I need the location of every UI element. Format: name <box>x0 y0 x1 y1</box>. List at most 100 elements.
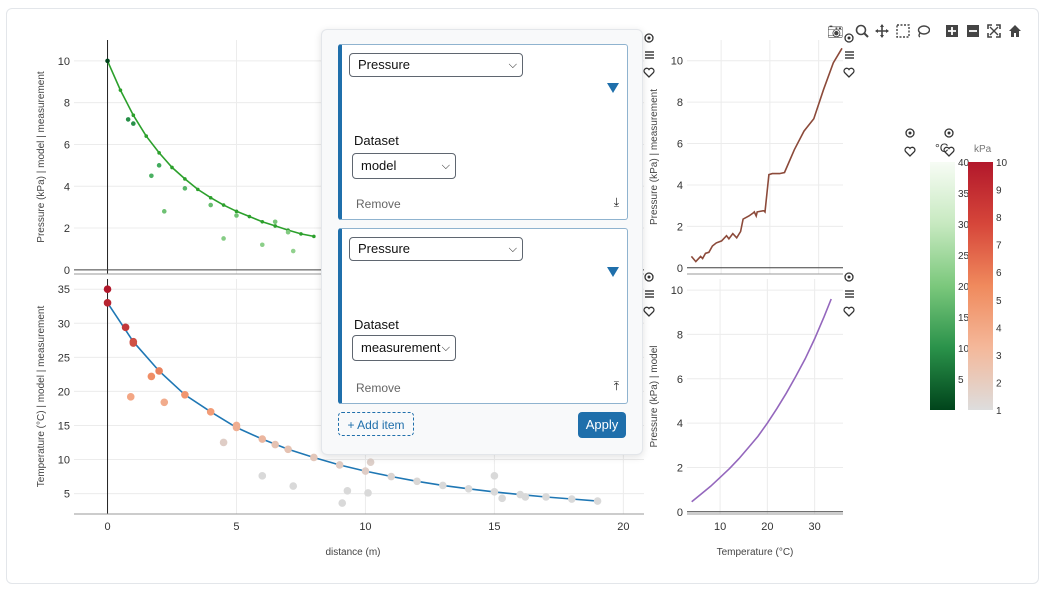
y-tick-label: 10 <box>671 285 683 297</box>
data-point[interactable] <box>147 372 156 381</box>
heart-icon[interactable] <box>643 67 655 78</box>
collapse-triangle-icon[interactable] <box>607 267 619 277</box>
data-point[interactable] <box>103 299 112 307</box>
y-tick-label: 15 <box>58 420 70 432</box>
box-select-icon[interactable] <box>896 24 910 41</box>
home-icon[interactable] <box>1008 24 1022 41</box>
data-point[interactable] <box>234 213 239 218</box>
data-point[interactable] <box>208 202 213 208</box>
data-point[interactable] <box>160 398 169 407</box>
gear-icon[interactable] <box>905 128 915 138</box>
dataset-select[interactable]: measurement ⌵ <box>352 335 456 361</box>
data-point[interactable] <box>258 472 267 480</box>
data-point[interactable] <box>335 461 344 469</box>
list-icon[interactable] <box>645 51 654 59</box>
gear-icon[interactable] <box>644 272 654 282</box>
x-tick-label: 10 <box>714 521 726 533</box>
data-point[interactable] <box>284 445 292 454</box>
gear-icon[interactable] <box>844 33 854 43</box>
move-down-icon[interactable]: ⤓ <box>613 195 619 209</box>
zoom-in-icon[interactable] <box>945 24 959 41</box>
data-point[interactable] <box>155 367 163 375</box>
colorbar-tick-label: 30 <box>958 220 970 231</box>
variable-select[interactable]: Pressure ⌵ <box>349 53 523 77</box>
remove-button[interactable]: Remove <box>356 197 401 211</box>
heart-icon[interactable] <box>643 306 655 317</box>
data-point[interactable] <box>439 481 447 490</box>
data-point[interactable] <box>361 467 370 475</box>
data-point[interactable] <box>542 493 550 501</box>
data-point[interactable] <box>521 493 530 501</box>
series-line[interactable] <box>106 60 315 238</box>
y-axis-title: Temperature (°C) | model | measurement <box>36 306 47 488</box>
list-icon[interactable] <box>845 51 854 59</box>
data-point[interactable] <box>593 497 602 505</box>
data-point[interactable] <box>121 323 130 332</box>
zoom-icon[interactable] <box>855 24 869 41</box>
data-point[interactable] <box>490 488 499 496</box>
data-point[interactable] <box>366 458 375 467</box>
data-point[interactable] <box>490 472 499 480</box>
series-line[interactable] <box>106 302 598 502</box>
data-point[interactable] <box>131 121 136 126</box>
data-point[interactable] <box>129 339 138 347</box>
series-line[interactable] <box>690 47 843 263</box>
data-point[interactable] <box>258 435 267 443</box>
data-point[interactable] <box>464 484 473 493</box>
y-axis-title: Pressure (kPa) | model | measurement <box>36 71 47 243</box>
data-point[interactable] <box>182 186 188 191</box>
data-point[interactable] <box>567 495 576 503</box>
move-up-icon[interactable]: ⤒ <box>613 379 619 393</box>
remove-button[interactable]: Remove <box>356 381 401 395</box>
data-point[interactable] <box>289 482 298 490</box>
data-point[interactable] <box>221 236 226 241</box>
data-point[interactable] <box>271 440 279 449</box>
series-line[interactable] <box>691 298 832 503</box>
data-point[interactable] <box>105 58 110 64</box>
data-point[interactable] <box>126 393 135 401</box>
y-tick-label: 10 <box>58 455 70 467</box>
data-point[interactable] <box>343 487 352 495</box>
heart-icon[interactable] <box>843 67 855 78</box>
dataset-select[interactable]: model ⌵ <box>352 153 456 179</box>
gear-icon[interactable] <box>844 272 854 282</box>
data-point[interactable] <box>206 408 215 416</box>
data-point[interactable] <box>161 209 167 214</box>
data-point[interactable] <box>181 390 189 399</box>
colorbar-tick-label: 5 <box>958 375 964 386</box>
y-tick-label: 0 <box>64 265 70 277</box>
data-point[interactable] <box>156 163 162 168</box>
gear-icon[interactable] <box>944 128 954 138</box>
camera-icon[interactable]: 📷︎ <box>827 24 844 39</box>
data-point[interactable] <box>125 117 131 122</box>
data-point[interactable] <box>232 423 241 432</box>
data-point[interactable] <box>103 285 112 294</box>
data-point[interactable] <box>364 489 372 497</box>
add-item-button[interactable]: + Add item <box>338 412 414 436</box>
heart-icon[interactable] <box>904 146 916 157</box>
lasso-icon[interactable] <box>916 24 931 41</box>
data-point[interactable] <box>285 229 291 235</box>
gear-icon[interactable] <box>644 33 654 43</box>
apply-button[interactable]: Apply <box>578 412 626 438</box>
pan-icon[interactable] <box>875 24 889 41</box>
data-point[interactable] <box>272 219 278 225</box>
data-point[interactable] <box>338 499 347 507</box>
list-icon[interactable] <box>845 290 854 298</box>
data-point[interactable] <box>498 494 506 503</box>
data-point[interactable] <box>413 477 421 486</box>
heart-icon[interactable] <box>943 146 955 157</box>
data-point[interactable] <box>259 242 265 248</box>
data-point[interactable] <box>310 453 318 462</box>
heart-icon[interactable] <box>843 306 855 317</box>
variable-select[interactable]: Pressure ⌵ <box>349 237 523 261</box>
data-point[interactable] <box>149 173 154 179</box>
data-point[interactable] <box>387 472 396 481</box>
data-point[interactable] <box>219 438 228 447</box>
collapse-triangle-icon[interactable] <box>607 83 619 93</box>
colorbar-tick-label: 2 <box>996 378 1002 389</box>
data-point[interactable] <box>290 248 296 254</box>
zoom-out-icon[interactable] <box>966 24 980 41</box>
list-icon[interactable] <box>645 290 654 298</box>
autoscale-icon[interactable] <box>987 24 1001 41</box>
